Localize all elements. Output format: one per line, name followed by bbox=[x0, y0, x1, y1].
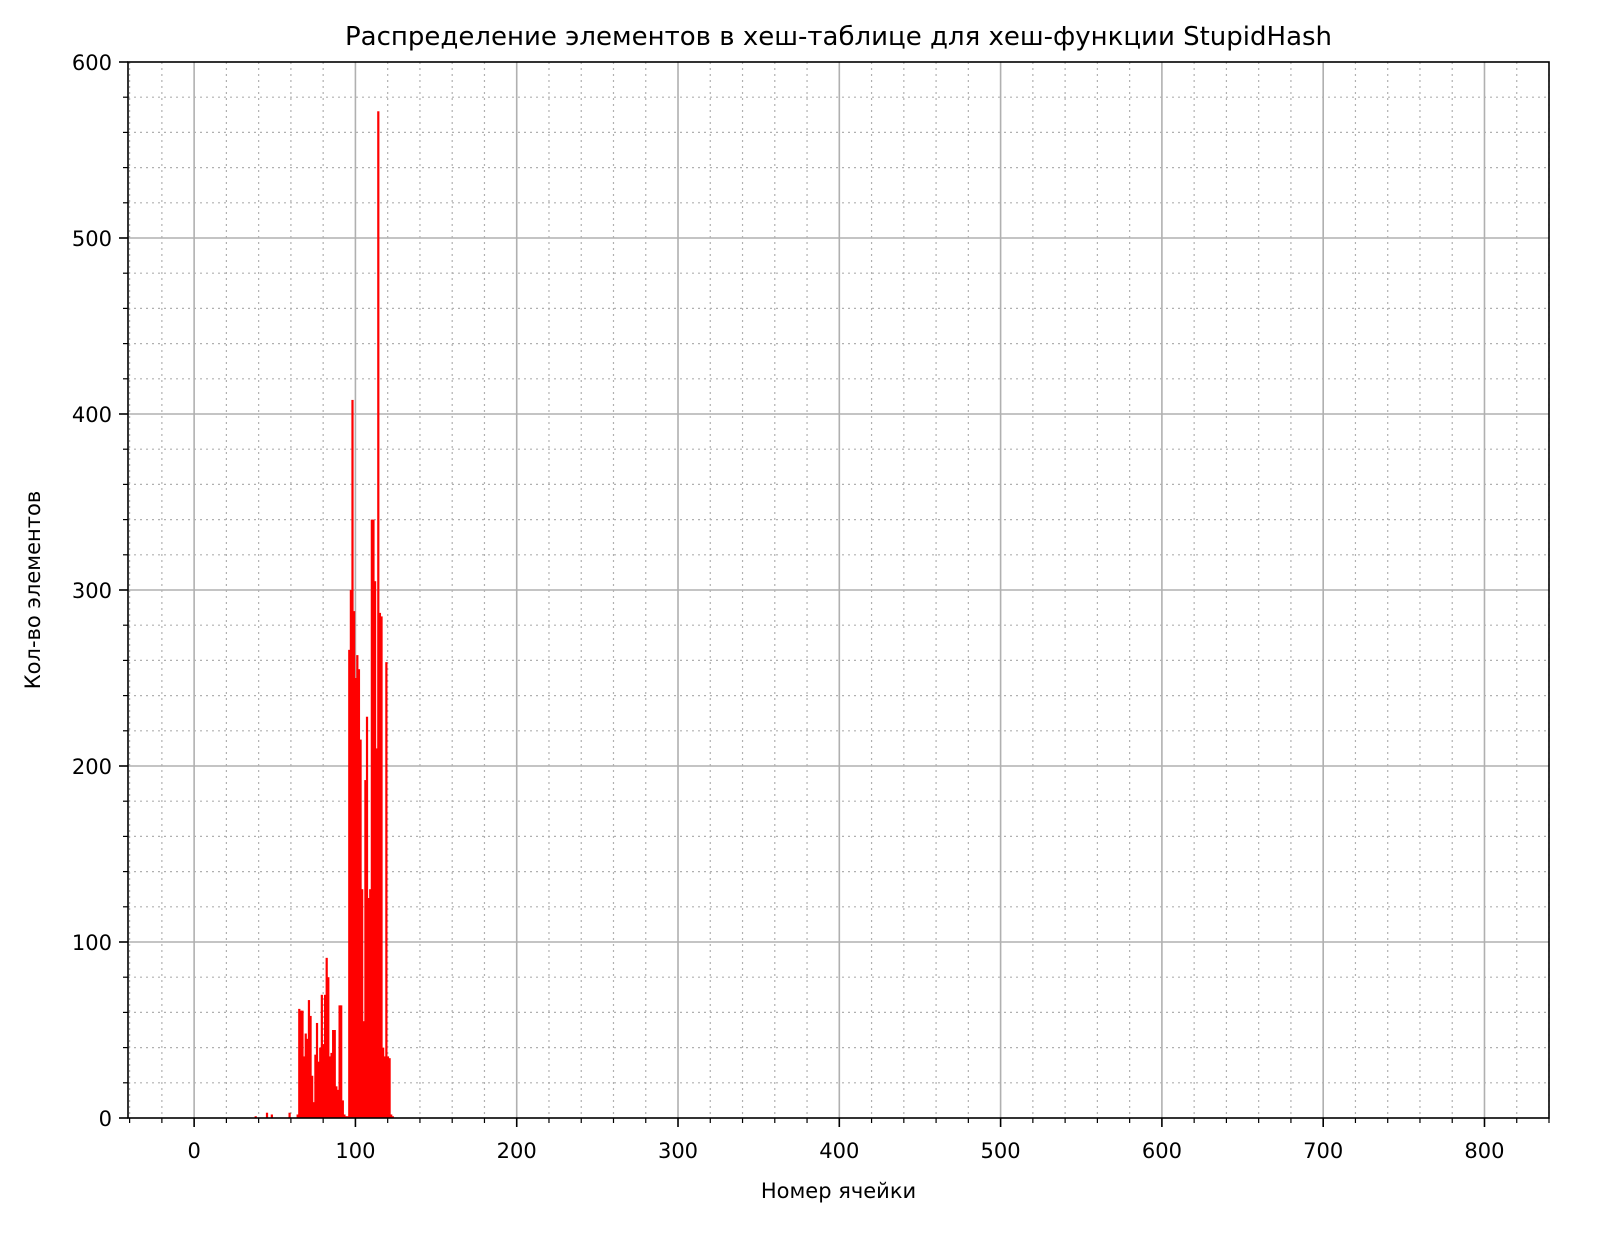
bar bbox=[323, 994, 327, 1118]
bar bbox=[385, 662, 388, 1118]
bar bbox=[369, 889, 372, 1118]
bar bbox=[319, 1047, 322, 1118]
chart-title: Распределение элементов в хеш-таблице дл… bbox=[345, 22, 1332, 52]
bar bbox=[298, 1008, 301, 1118]
x-tick-label: 300 bbox=[658, 1139, 698, 1163]
bar bbox=[301, 1010, 304, 1118]
x-tick-label: 200 bbox=[497, 1139, 537, 1163]
x-tick-label: 600 bbox=[1142, 1139, 1182, 1163]
x-tick-label: 500 bbox=[981, 1139, 1021, 1163]
bar bbox=[361, 889, 364, 1118]
x-axis-label: Номер ячейки bbox=[761, 1179, 916, 1203]
bar bbox=[296, 1114, 299, 1118]
bar bbox=[372, 519, 375, 1118]
bar bbox=[325, 957, 328, 1118]
bar bbox=[390, 1114, 393, 1118]
bar bbox=[304, 1033, 307, 1118]
bar bbox=[307, 1000, 311, 1118]
y-tick-label: 300 bbox=[72, 579, 112, 603]
x-tick-label: 100 bbox=[335, 1139, 375, 1163]
bar bbox=[336, 1089, 340, 1118]
bar bbox=[270, 1114, 273, 1118]
bar bbox=[315, 1022, 319, 1118]
x-tick-label: 700 bbox=[1303, 1139, 1343, 1163]
bar bbox=[322, 1044, 325, 1118]
bar bbox=[299, 1010, 302, 1118]
bar bbox=[359, 739, 362, 1118]
bar bbox=[332, 1030, 335, 1118]
bar bbox=[380, 616, 383, 1118]
bar bbox=[349, 590, 352, 1118]
bar bbox=[388, 1058, 391, 1118]
bar bbox=[309, 1015, 312, 1118]
bar bbox=[373, 581, 377, 1118]
y-tick-label: 0 bbox=[99, 1107, 112, 1131]
bar bbox=[340, 1005, 343, 1118]
major-grid bbox=[128, 62, 1549, 1118]
axis-ticks bbox=[119, 61, 1550, 1127]
bar bbox=[328, 1056, 332, 1118]
tick-labels: 0 100 200 300 400 500 600 700 800 0 100 200 300 400 50… bbox=[72, 51, 1505, 1163]
bar bbox=[311, 1075, 314, 1118]
bar bbox=[312, 1102, 315, 1118]
bar bbox=[338, 1005, 341, 1118]
y-tick-label: 200 bbox=[72, 755, 112, 779]
bar bbox=[320, 994, 323, 1118]
y-tick-label: 600 bbox=[72, 51, 112, 75]
bar-series bbox=[254, 111, 394, 1118]
bar bbox=[386, 1056, 390, 1118]
bar bbox=[370, 519, 373, 1118]
bar bbox=[375, 748, 378, 1118]
bar bbox=[383, 1056, 386, 1118]
y-axis-label: Кол-во элементов bbox=[21, 491, 45, 689]
bar bbox=[377, 111, 380, 1118]
x-tick-label: 800 bbox=[1464, 1139, 1504, 1163]
bar bbox=[362, 1021, 365, 1118]
bar bbox=[382, 1047, 385, 1118]
bar bbox=[254, 1116, 257, 1118]
bar bbox=[356, 655, 359, 1118]
bar bbox=[391, 1116, 394, 1118]
bar bbox=[378, 612, 382, 1118]
bar bbox=[265, 1112, 269, 1118]
bar bbox=[330, 1052, 333, 1118]
bar bbox=[348, 649, 351, 1118]
bar bbox=[357, 669, 361, 1118]
bar bbox=[346, 1116, 349, 1118]
bar bbox=[317, 1061, 320, 1118]
bar bbox=[367, 898, 370, 1118]
bar bbox=[343, 1114, 346, 1118]
x-tick-label: 400 bbox=[819, 1139, 859, 1163]
bar bbox=[353, 611, 356, 1118]
bar bbox=[314, 1054, 317, 1118]
y-tick-label: 100 bbox=[72, 931, 112, 955]
x-tick-label: 0 bbox=[187, 1139, 200, 1163]
bar bbox=[288, 1112, 291, 1118]
bar bbox=[327, 977, 330, 1118]
bar bbox=[335, 1086, 338, 1118]
bar bbox=[303, 1056, 306, 1118]
y-tick-label: 400 bbox=[72, 403, 112, 427]
bar bbox=[333, 1030, 336, 1118]
bar bbox=[344, 1116, 348, 1118]
bar bbox=[354, 678, 357, 1118]
bar bbox=[341, 1100, 344, 1118]
bar bbox=[365, 716, 369, 1118]
bar bbox=[306, 1038, 309, 1118]
y-tick-label: 500 bbox=[72, 227, 112, 251]
bar bbox=[364, 780, 367, 1118]
bar bbox=[351, 399, 354, 1118]
